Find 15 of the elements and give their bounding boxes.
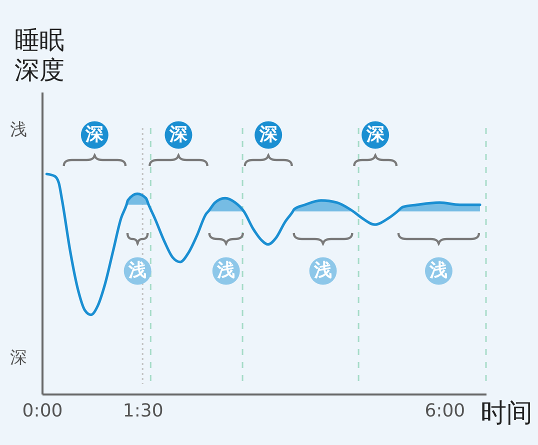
x-tick-label: 6:00 bbox=[424, 400, 466, 422]
x-tick-label: 1:30 bbox=[122, 400, 164, 422]
text: 深 bbox=[10, 348, 27, 368]
annotation: 浅 bbox=[428, 260, 448, 281]
annotation: 浅 bbox=[216, 260, 236, 281]
annotation: 浅 bbox=[128, 260, 147, 281]
text: 深 bbox=[365, 124, 386, 145]
annotation: 浅 bbox=[313, 260, 332, 281]
text: 浅 bbox=[10, 120, 27, 140]
y-axis-title: 睡眠深度 bbox=[14, 26, 64, 84]
x-tick-label: 0:00 bbox=[22, 400, 63, 422]
text: 深 bbox=[84, 124, 105, 145]
text: 深 bbox=[168, 124, 188, 145]
x-axis-title: 时间 bbox=[480, 398, 532, 428]
text: 深 bbox=[258, 124, 278, 145]
